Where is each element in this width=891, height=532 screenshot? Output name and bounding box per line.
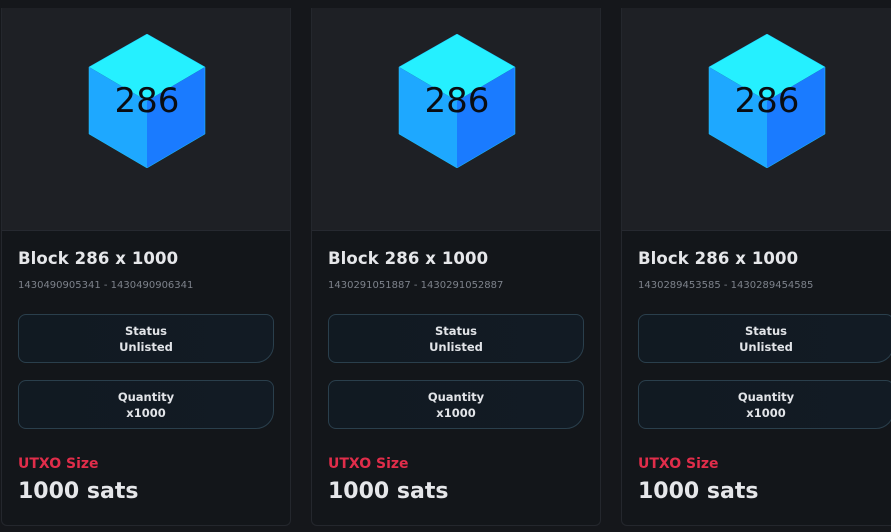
cube-label: 286 xyxy=(735,81,800,121)
cube-label: 286 xyxy=(115,81,180,121)
block-title[interactable]: Block 286 x 1000 xyxy=(18,249,179,268)
cube-label: 286 xyxy=(425,81,490,121)
cube-outline xyxy=(398,34,516,168)
block-card[interactable]: 286 Block 286 x 1000 1430490905341 - 143… xyxy=(1,8,291,526)
status-value: Unlisted xyxy=(429,340,483,354)
status-value: Unlisted xyxy=(119,340,173,354)
quantity-pill: Quantity x1000 xyxy=(638,380,891,429)
quantity-value: x1000 xyxy=(436,406,476,420)
utxo-size-value: 1000 sats xyxy=(18,479,139,504)
status-pill: Status Unlisted xyxy=(18,314,274,363)
cube-icon: 286 xyxy=(708,34,826,168)
block-title[interactable]: Block 286 x 1000 xyxy=(638,249,799,268)
cube-right-face xyxy=(457,67,515,168)
inscription-grid: 286 Block 286 x 1000 1430490905341 - 143… xyxy=(0,8,891,532)
quantity-label: Quantity xyxy=(117,390,175,404)
block-thumbnail[interactable]: 286 xyxy=(2,8,290,231)
utxo-size-label: UTXO Size xyxy=(18,456,99,472)
top-bar xyxy=(0,0,891,8)
utxo-size-value: 1000 sats xyxy=(638,479,759,504)
cube-left-face xyxy=(399,67,457,168)
cube-icon: 286 xyxy=(398,34,516,168)
cube-left-face xyxy=(89,67,147,168)
cube-outline xyxy=(708,34,826,168)
cube-right-face xyxy=(147,67,205,168)
cube-left-face xyxy=(709,67,767,168)
utxo-size-label: UTXO Size xyxy=(638,456,719,472)
block-title[interactable]: Block 286 x 1000 xyxy=(328,249,489,268)
status-pill: Status Unlisted xyxy=(638,314,891,363)
utxo-size-value: 1000 sats xyxy=(328,479,449,504)
sat-range: 1430490905341 - 1430490906341 xyxy=(18,280,194,291)
quantity-pill: Quantity x1000 xyxy=(328,380,584,429)
status-label: Status xyxy=(744,324,788,338)
status-label: Status xyxy=(434,324,478,338)
sat-range: 1430291051887 - 1430291052887 xyxy=(328,280,504,291)
status-value: Unlisted xyxy=(739,340,793,354)
utxo-size-label: UTXO Size xyxy=(328,456,409,472)
block-card[interactable]: 286 Block 286 x 1000 1430289453585 - 143… xyxy=(621,8,891,526)
cube-right-face xyxy=(767,67,825,168)
sat-range: 1430289453585 - 1430289454585 xyxy=(638,280,814,291)
block-thumbnail[interactable]: 286 xyxy=(312,8,600,231)
block-thumbnail[interactable]: 286 xyxy=(622,8,891,231)
quantity-value: x1000 xyxy=(746,406,786,420)
cube-icon: 286 xyxy=(88,34,206,168)
status-label: Status xyxy=(124,324,168,338)
quantity-label: Quantity xyxy=(427,390,485,404)
quantity-value: x1000 xyxy=(126,406,166,420)
quantity-pill: Quantity x1000 xyxy=(18,380,274,429)
cube-outline xyxy=(88,34,206,168)
block-card[interactable]: 286 Block 286 x 1000 1430291051887 - 143… xyxy=(311,8,601,526)
status-pill: Status Unlisted xyxy=(328,314,584,363)
quantity-label: Quantity xyxy=(737,390,795,404)
